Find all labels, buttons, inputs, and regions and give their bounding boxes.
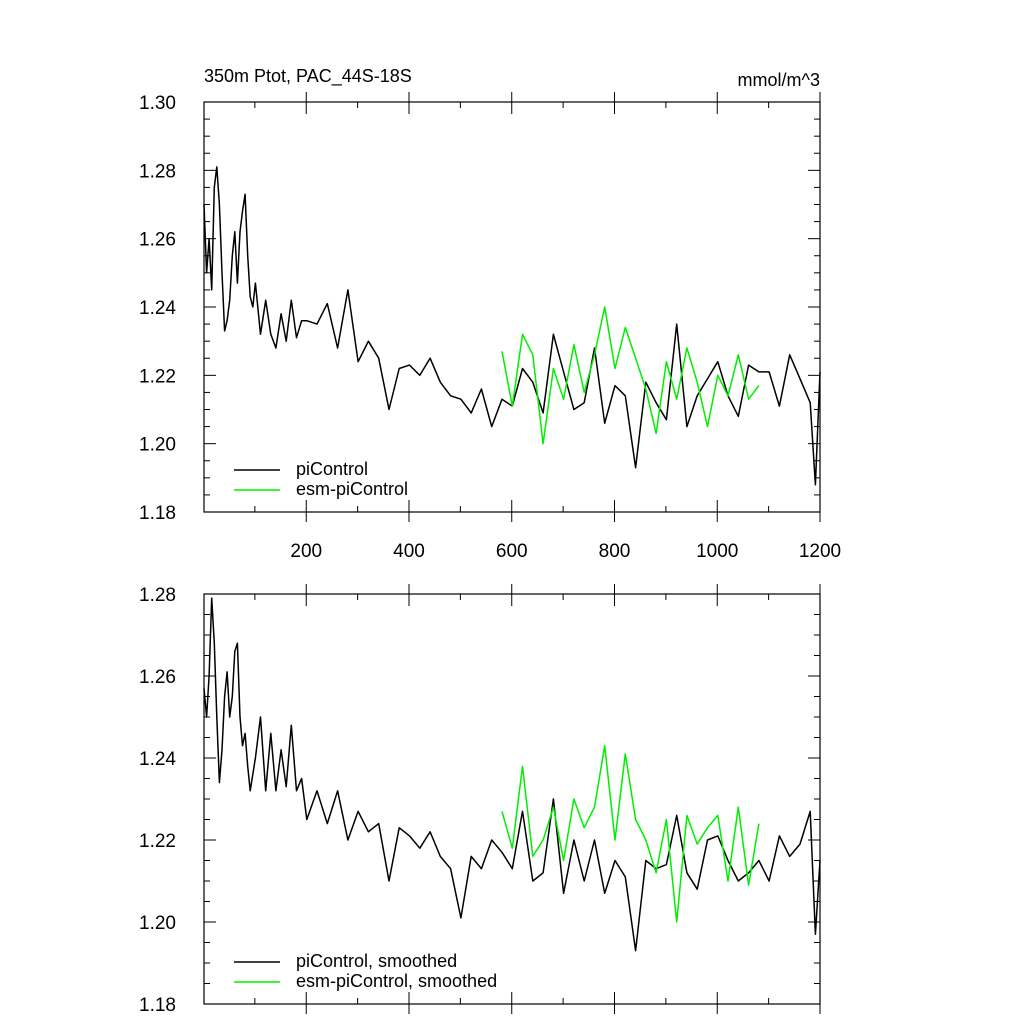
- top-panel: 350m Ptot, PAC_44S-18S mmol/m^3 1.18 1.20…: [139, 66, 841, 562]
- y-tick-label: 1.24: [139, 298, 176, 319]
- x-tick-label: 400: [393, 541, 425, 562]
- x-tick-label: 1200: [799, 541, 841, 562]
- x-tick-label: 600: [496, 541, 528, 562]
- series-line-esm-picontrol: [501, 744, 760, 923]
- y-tick-label: 1.26: [139, 667, 176, 688]
- x-tick-label: 200: [290, 541, 322, 562]
- legend-label: esm-piControl, smoothed: [296, 971, 497, 991]
- y-tick-label: 1.20: [139, 913, 176, 934]
- y-tick-label: 1.22: [139, 831, 176, 852]
- chart-title: 350m Ptot, PAC_44S-18S: [204, 66, 412, 87]
- y-tick-label: 1.18: [139, 503, 176, 524]
- x-tick-label: 800: [599, 541, 631, 562]
- y-tick-label: 1.22: [139, 366, 176, 387]
- y-tick-label: 1.20: [139, 435, 176, 456]
- series-line-picontrol: [203, 597, 821, 952]
- y-tick-label: 1.28: [139, 161, 176, 182]
- legend-label: piControl: [296, 459, 368, 479]
- series-line-esm-picontrol: [501, 306, 760, 445]
- x-tick-label: 1000: [696, 541, 738, 562]
- units-label: mmol/m^3: [738, 70, 820, 90]
- y-tick-label: 1.26: [139, 230, 176, 251]
- plot-frame: [203, 593, 821, 1005]
- legend-label: piControl, smoothed: [296, 951, 457, 971]
- series-line-picontrol: [203, 166, 821, 486]
- legend-label: esm-piControl: [296, 479, 408, 499]
- y-tick-label: 1.30: [139, 93, 176, 114]
- bottom-panel: 1.18 1.20 1.22 1.24 1.26 1.28 piControl, smoot…: [139, 584, 821, 1016]
- y-tick-label: 1.18: [139, 995, 176, 1016]
- y-tick-label: 1.24: [139, 749, 176, 770]
- plot-frame: [203, 101, 821, 513]
- y-tick-label: 1.28: [139, 585, 176, 606]
